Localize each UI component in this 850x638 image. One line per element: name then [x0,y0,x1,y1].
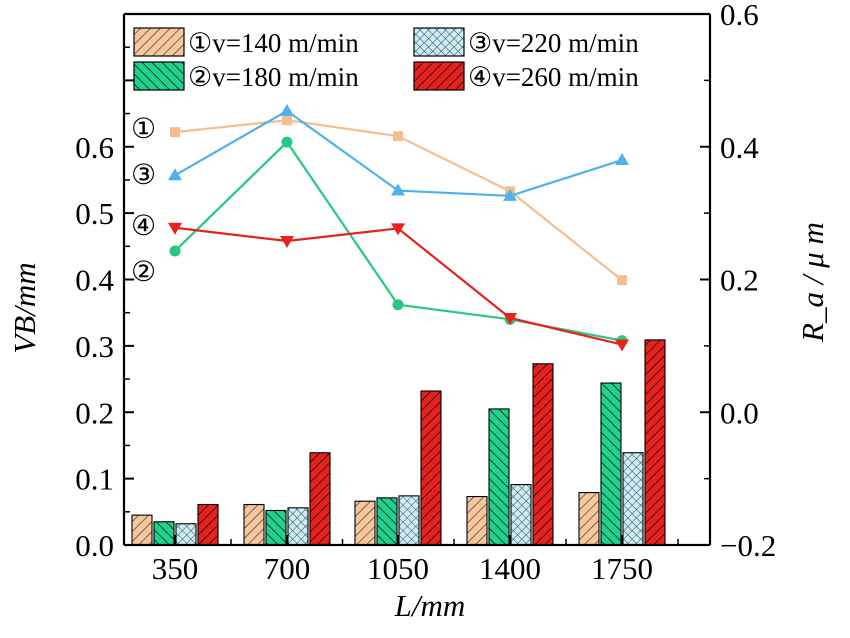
line-label-1: ① [131,114,156,145]
bar-s2-700 [265,509,287,546]
line-label-4: ④ [131,211,156,242]
y-left-tick-label: 0.4 [75,263,114,298]
y-right-tick-label: 0.6 [720,0,759,32]
legend: ①v=140 m/min ②v=180 m/min ③v=220 m/min ④… [133,27,639,92]
line-point-2-700 [281,136,293,148]
line-point-4-1050 [391,223,405,236]
bar-s1-1750 [578,492,600,546]
y-left-tick-label: 0.5 [75,196,114,231]
y-left-tick-label: 0.6 [75,130,114,165]
y-right-tick-label: 0.4 [720,130,759,165]
line-point-1-350 [170,127,180,138]
line-point-2-350 [169,245,181,257]
y-left-tick-label: 0.0 [75,528,114,563]
line-series-3 [174,109,623,197]
bar-s2-1050 [376,497,398,546]
bar-s3-1400 [510,484,532,546]
line-point-4-700 [280,236,294,249]
x-axis-title: L/mm [394,588,466,623]
bar-s2-1400 [488,408,510,546]
bar-s4-1750 [644,339,666,546]
x-tick-label: 1400 [479,551,541,586]
y-left-tick-label: 0.3 [75,329,114,364]
line-point-3-1050 [391,183,405,196]
legend-swatch-s1 [133,27,185,57]
x-tick-label: 700 [264,551,311,586]
line-point-1-1750 [617,275,627,286]
legend-label-s1: ①v=140 m/min [188,28,359,58]
legend-label-s2: ②v=180 m/min [188,62,359,92]
y-left-tick-label: 0.2 [75,395,114,430]
line-point-1-700 [282,115,292,126]
line-series-2 [174,140,623,342]
line-point-3-1750 [615,153,629,166]
bar-s1-700 [243,503,265,546]
bar-s1-1400 [466,495,488,546]
line-point-4-1400 [503,312,517,325]
bar-s2-350 [153,521,175,546]
line-label-3: ③ [131,160,156,191]
y-right-tick-label: 0.0 [720,395,759,430]
y-axis-title-right: R_a / μ m [795,222,830,343]
bar-s4-700 [309,452,331,546]
bar-s2-1750 [600,382,622,546]
y-left-tick-label: 0.1 [75,462,114,497]
bar-s1-350 [131,514,153,546]
line-label-2: ② [131,257,156,288]
bar-s3-350 [175,523,197,546]
legend-swatch-s3 [413,27,465,57]
line-point-4-1750 [615,339,629,352]
legend-swatch-s4 [413,61,465,91]
lines-layer [168,103,629,352]
y-axis-title-left: VB/mm [7,262,42,353]
bar-s3-1050 [398,495,420,546]
legend-label-s4: ④v=260 m/min [468,62,639,92]
x-tick-label: 350 [152,551,199,586]
line-point-3-700 [280,103,294,116]
bar-s4-350 [197,503,219,546]
line-point-3-350 [168,168,182,181]
x-tick-label: 1750 [591,551,653,586]
line-point-4-350 [168,222,182,235]
bar-s3-700 [287,507,309,546]
bar-s4-1050 [420,390,442,546]
bar-s3-1750 [622,452,644,546]
y-right-tick-label: −0.2 [720,528,776,563]
y-right-tick-label: 0.2 [720,263,759,298]
bar-s1-1050 [354,500,376,546]
legend-label-s3: ③v=220 m/min [468,28,639,58]
line-point-1-1050 [393,131,403,142]
line-point-3-1400 [503,188,517,201]
axes-layer: 0.0 0.1 0.2 0.3 0.4 0.5 0.6 −0.2 0.0 0.2 0.4 0.6 350… [75,0,776,586]
line-point-2-1050 [392,299,404,311]
bar-s4-1400 [532,363,554,546]
legend-swatch-s2 [133,61,185,91]
line-series-1 [174,119,623,282]
bars-layer [131,339,666,546]
x-tick-label: 1050 [367,551,429,586]
